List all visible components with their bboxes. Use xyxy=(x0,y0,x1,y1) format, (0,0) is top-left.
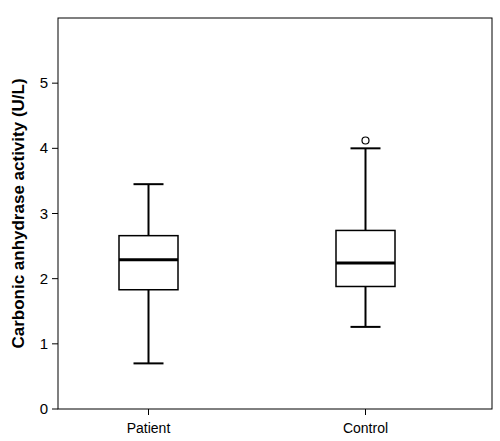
y-tick xyxy=(52,278,58,279)
y-tick xyxy=(52,83,58,84)
box-group xyxy=(119,184,178,363)
x-tick xyxy=(148,409,149,415)
y-axis: 0 1 2 3 4 5 xyxy=(40,74,58,417)
y-tick-label: 0 xyxy=(40,400,48,417)
y-tick-label: 5 xyxy=(40,74,48,91)
marks xyxy=(119,137,395,363)
page: {"chart_data": {"type": "box", "y_label"… xyxy=(0,0,500,441)
box-group xyxy=(336,137,395,327)
box xyxy=(336,230,395,286)
chart-svg: 0 1 2 3 4 5 Carbonic anhydrase activity (U/L) P… xyxy=(0,0,500,441)
median xyxy=(336,262,395,265)
upper-whisker xyxy=(148,184,150,235)
y-tick-label: 1 xyxy=(40,335,48,352)
x-tick-label: Control xyxy=(343,420,388,436)
min-cap xyxy=(134,362,164,364)
x-tick xyxy=(365,409,366,415)
y-tick xyxy=(52,213,58,214)
lower-whisker xyxy=(365,286,367,326)
y-tick-label: 4 xyxy=(40,139,48,156)
max-cap xyxy=(134,183,164,185)
plot-frame xyxy=(58,18,492,409)
y-tick-label: 2 xyxy=(40,270,48,287)
y-tick xyxy=(52,148,58,149)
median xyxy=(119,258,178,261)
x-axis: Patient Control xyxy=(127,409,388,436)
y-tick xyxy=(52,343,58,344)
y-tick-label: 3 xyxy=(40,205,48,222)
lower-whisker xyxy=(148,290,150,364)
box xyxy=(119,236,178,290)
min-cap xyxy=(351,326,381,328)
y-axis-label: Carbonic anhydrase activity (U/L) xyxy=(9,78,28,348)
max-cap xyxy=(351,147,381,149)
upper-whisker xyxy=(365,148,367,230)
y-tick xyxy=(52,409,58,410)
outlier xyxy=(362,137,369,144)
chart-container: 0 1 2 3 4 5 Carbonic anhydrase activity (U/L) P… xyxy=(0,0,500,441)
x-tick-label: Patient xyxy=(127,420,171,436)
